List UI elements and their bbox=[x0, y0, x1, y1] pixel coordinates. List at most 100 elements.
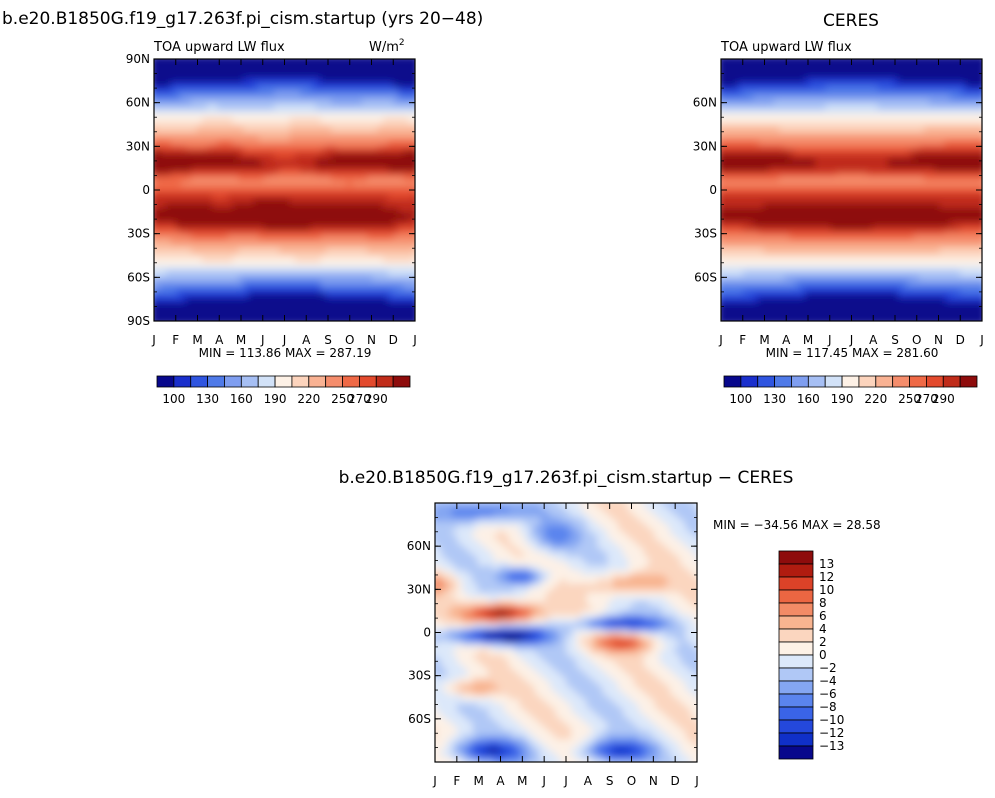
panel1-cell bbox=[181, 312, 187, 317]
panel1-cell bbox=[253, 132, 259, 137]
panel2-cell bbox=[950, 190, 956, 195]
panel1-cell bbox=[222, 60, 228, 65]
panel2-cell bbox=[774, 204, 780, 209]
panel1-cell bbox=[238, 190, 244, 195]
panel2-cell bbox=[883, 105, 889, 110]
panel1-cell bbox=[181, 118, 187, 123]
panel1-cell bbox=[352, 195, 358, 200]
panel2-cell bbox=[769, 177, 775, 182]
panel1-cell bbox=[264, 208, 270, 213]
panel1-cell bbox=[372, 208, 378, 213]
panel2-cell bbox=[903, 87, 909, 92]
panel1-cell bbox=[264, 262, 270, 267]
panel1-cell bbox=[300, 145, 306, 150]
panel1-cell bbox=[171, 285, 177, 290]
panel1-cell bbox=[331, 109, 337, 114]
panel2-cell bbox=[774, 150, 780, 155]
panel1-cell bbox=[269, 105, 275, 110]
panel1-cell bbox=[279, 217, 285, 222]
panel1-cell bbox=[155, 150, 161, 155]
panel2-cell bbox=[960, 109, 966, 114]
panel1-cell bbox=[176, 294, 182, 299]
panel1-cell bbox=[264, 199, 270, 204]
panel1-cell bbox=[378, 163, 384, 168]
panel1-cell bbox=[403, 168, 409, 173]
panel2-cell bbox=[753, 87, 759, 92]
panel1-cell bbox=[398, 249, 404, 254]
panel1-cell bbox=[171, 262, 177, 267]
panel1-cell bbox=[181, 267, 187, 272]
panel1-cell bbox=[274, 82, 280, 87]
panel1-cell bbox=[388, 199, 394, 204]
panel2-cell bbox=[867, 123, 873, 128]
panel2-cell bbox=[929, 177, 935, 182]
panel1-cell bbox=[197, 199, 203, 204]
panel1-cell bbox=[341, 163, 347, 168]
panel2-cell bbox=[743, 109, 749, 114]
panel1-cell bbox=[372, 222, 378, 227]
panel2-cell bbox=[867, 78, 873, 83]
panel2-cell bbox=[846, 118, 852, 123]
panel1-cell bbox=[305, 181, 311, 186]
panel1-cell bbox=[398, 312, 404, 317]
panel1-cell bbox=[279, 199, 285, 204]
panel2-cell bbox=[898, 204, 904, 209]
panel1-cell bbox=[207, 235, 213, 240]
panel1-cell bbox=[393, 186, 399, 191]
panel2-cell bbox=[877, 78, 883, 83]
panel2-cell bbox=[738, 186, 744, 191]
panel1-cell bbox=[155, 96, 161, 101]
panel2-cell bbox=[852, 145, 858, 150]
panel1-cell bbox=[383, 217, 389, 222]
panel1-cell bbox=[331, 136, 337, 141]
panel2-cell bbox=[965, 168, 971, 173]
panel1-cell bbox=[279, 91, 285, 96]
panel1-cell bbox=[222, 217, 228, 222]
panel1-cell bbox=[160, 208, 166, 213]
panel2-cell bbox=[717, 109, 723, 114]
panel1-cell bbox=[186, 177, 192, 182]
panel1-cell bbox=[228, 240, 234, 245]
panel1-cell bbox=[305, 145, 311, 150]
panel2-cell bbox=[955, 114, 961, 119]
panel1-cell bbox=[305, 276, 311, 281]
panel2-cell bbox=[929, 132, 935, 137]
panel2-cell bbox=[976, 114, 982, 119]
panel2-cell bbox=[815, 87, 821, 92]
panel1-xtick-label: M bbox=[236, 333, 246, 347]
panel1-cell bbox=[274, 289, 280, 294]
panel2-cell bbox=[950, 96, 956, 101]
panel2-cell bbox=[722, 114, 728, 119]
panel2-cell bbox=[789, 87, 795, 92]
panel1-cell bbox=[372, 136, 378, 141]
panel1-cell bbox=[243, 73, 249, 78]
panel2-cell bbox=[722, 118, 728, 123]
panel1-cell bbox=[166, 118, 172, 123]
panel2-cell bbox=[883, 114, 889, 119]
panel2-cell bbox=[919, 150, 925, 155]
panel1-cell bbox=[238, 213, 244, 218]
panel1-cell bbox=[341, 172, 347, 177]
panel2-cell bbox=[795, 145, 801, 150]
panel2-cell bbox=[748, 199, 754, 204]
panel1-cell bbox=[295, 105, 301, 110]
panel1-cell bbox=[398, 154, 404, 159]
panel1-cell bbox=[228, 294, 234, 299]
panel1-title: b.e20.B1850G.f19_g17.263f.pi_cism.startu… bbox=[2, 9, 483, 29]
panel2-cell bbox=[893, 109, 899, 114]
panel1-cell bbox=[305, 271, 311, 276]
panel1-cell bbox=[352, 222, 358, 227]
panel2-cell bbox=[795, 150, 801, 155]
panel1-cell bbox=[197, 105, 203, 110]
panel1-cell bbox=[202, 114, 208, 119]
panel1-cell bbox=[367, 222, 373, 227]
panel1-cell bbox=[383, 69, 389, 74]
panel1-cell bbox=[171, 145, 177, 150]
panel1-cell bbox=[186, 244, 192, 249]
panel1-ytick-label: 30S bbox=[127, 227, 150, 241]
panel2-cell bbox=[934, 64, 940, 69]
panel2-cell bbox=[820, 181, 826, 186]
panel2-cell bbox=[955, 109, 961, 114]
panel1-cell bbox=[367, 127, 373, 132]
panel1-cell bbox=[352, 145, 358, 150]
